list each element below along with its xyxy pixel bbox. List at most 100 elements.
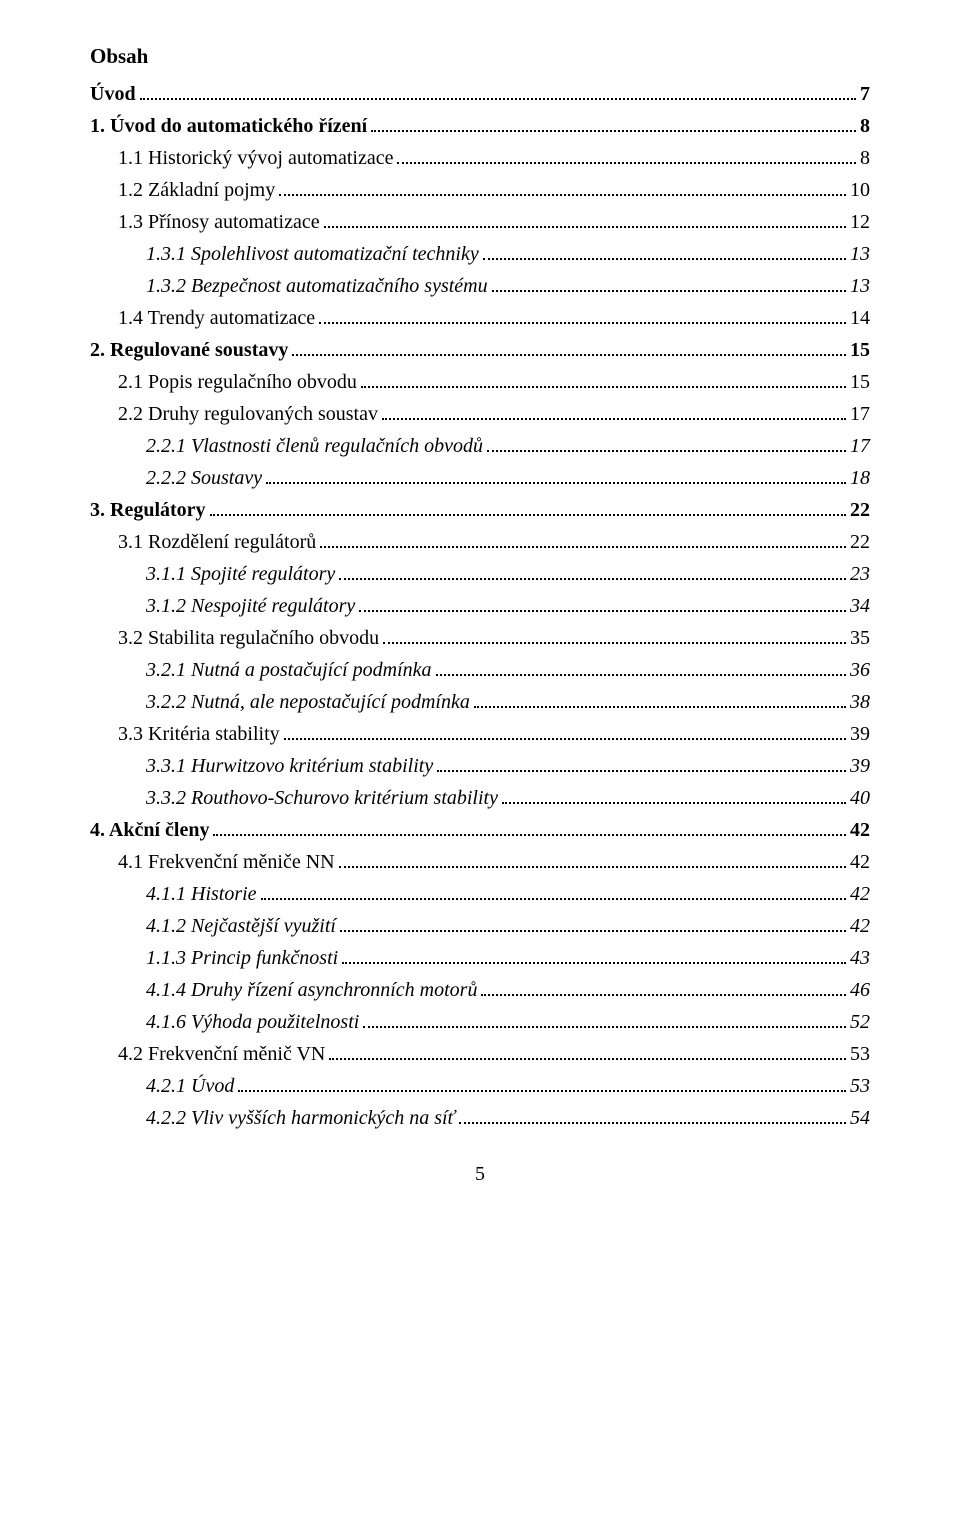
toc-entry-label: 4.1.4 Druhy řízení asynchronních motorů	[146, 974, 477, 1006]
toc-entry: 1. Úvod do automatického řízení 8	[90, 110, 870, 142]
toc-entry-page: 8	[860, 142, 870, 174]
toc-leader-dots	[279, 194, 846, 196]
toc-entry: 3.3.2 Routhovo-Schurovo kritérium stabil…	[90, 782, 870, 814]
toc-leader-dots	[363, 1026, 846, 1028]
toc-entry: 1.4 Trendy automatizace14	[90, 302, 870, 334]
toc-entry: 4.1 Frekvenční měniče NN 42	[90, 846, 870, 878]
toc-entry-label: 4.1.2 Nejčastější využití	[146, 910, 336, 942]
toc-entry-page: 35	[850, 622, 870, 654]
toc-entry-label: 3.2.1 Nutná a postačující podmínka	[146, 654, 432, 686]
toc-entry-page: 15	[850, 366, 870, 398]
toc-entry-label: 3.2.2 Nutná, ale nepostačující podmínka	[146, 686, 470, 718]
toc-entry-label: 1.4 Trendy automatizace	[118, 302, 315, 334]
toc-entry: 3. Regulátory22	[90, 494, 870, 526]
toc-entry-page: 52	[850, 1006, 870, 1038]
toc-entry-page: 10	[850, 174, 870, 206]
toc-leader-dots	[210, 514, 846, 516]
toc-leader-dots	[436, 674, 846, 676]
toc-leader-dots	[140, 98, 856, 100]
toc-entry-page: 36	[850, 654, 870, 686]
toc-entry: 3.2.2 Nutná, ale nepostačující podmínka 3…	[90, 686, 870, 718]
toc-entry-label: 4.2.2 Vliv vyšších harmonických na síť	[146, 1102, 455, 1134]
toc-leader-dots	[329, 1058, 846, 1060]
toc-entry: 2.2 Druhy regulovaných soustav17	[90, 398, 870, 430]
toc-entry: 1.1.3 Princip funkčnosti 43	[90, 942, 870, 974]
toc-leader-dots	[284, 738, 846, 740]
toc-entry: 1.3.1 Spolehlivost automatizační technik…	[90, 238, 870, 270]
toc-entry-label: 4. Akční členy	[90, 814, 209, 846]
toc-entry-label: 1.3.1 Spolehlivost automatizační technik…	[146, 238, 479, 270]
toc-leader-dots	[261, 898, 846, 900]
toc-leader-dots	[483, 258, 846, 260]
toc-entry: 3.2.1 Nutná a postačující podmínka 36	[90, 654, 870, 686]
toc-entry-page: 17	[850, 398, 870, 430]
toc-entry-page: 42	[850, 878, 870, 910]
toc-entry-page: 22	[850, 526, 870, 558]
toc-entry-label: 3.3 Kritéria stability	[118, 718, 280, 750]
toc-entry: 1.3 Přínosy automatizace12	[90, 206, 870, 238]
toc-entry-page: 39	[850, 718, 870, 750]
toc-entry-label: 2.2.2 Soustavy	[146, 462, 262, 494]
toc-entry: 4.1.1 Historie42	[90, 878, 870, 910]
toc-leader-dots	[266, 482, 846, 484]
toc-leader-dots	[361, 386, 846, 388]
toc-leader-dots	[238, 1090, 846, 1092]
toc-leader-dots	[492, 290, 846, 292]
toc-leader-dots	[397, 162, 856, 164]
toc-leader-dots	[474, 706, 846, 708]
toc-entry-label: 1.3.2 Bezpečnost automatizačního systému	[146, 270, 488, 302]
toc-title: Obsah	[90, 40, 870, 74]
toc-entry-label: Úvod	[90, 78, 136, 110]
toc-entry-label: 3.1.1 Spojité regulátory	[146, 558, 335, 590]
toc-entry-page: 42	[850, 846, 870, 878]
toc-entry: 3.1 Rozdělení regulátorů22	[90, 526, 870, 558]
toc-entry-label: 3.1.2 Nespojité regulátory	[146, 590, 355, 622]
toc-entry: 1.2 Základní pojmy10	[90, 174, 870, 206]
toc-entry: 3.3.1 Hurwitzovo kritérium stability39	[90, 750, 870, 782]
toc-entry-label: 4.2.1 Úvod	[146, 1070, 234, 1102]
toc-entry-page: 13	[850, 238, 870, 270]
toc-entry-page: 17	[850, 430, 870, 462]
toc-leader-dots	[320, 546, 846, 548]
toc-entry-page: 38	[850, 686, 870, 718]
toc-entry: 2. Regulované soustavy15	[90, 334, 870, 366]
toc-leader-dots	[339, 578, 846, 580]
toc-leader-dots	[437, 770, 846, 772]
toc-leader-dots	[292, 354, 846, 356]
toc-entry-page: 23	[850, 558, 870, 590]
toc-leader-dots	[324, 226, 846, 228]
toc-entry: 2.2.1 Vlastnosti členů regulačních obvod…	[90, 430, 870, 462]
toc-entry-label: 1. Úvod do automatického řízení	[90, 110, 367, 142]
toc-entry-page: 8	[860, 110, 870, 142]
toc-entry: 4.1.6 Výhoda použitelnosti 52	[90, 1006, 870, 1038]
toc-entry: 3.2 Stabilita regulačního obvodu35	[90, 622, 870, 654]
toc-leader-dots	[502, 802, 846, 804]
toc-entry-label: 4.2 Frekvenční měnič VN	[118, 1038, 325, 1070]
toc-leader-dots	[487, 450, 846, 452]
toc-entry-page: 13	[850, 270, 870, 302]
toc-entry: 1.1 Historický vývoj automatizace8	[90, 142, 870, 174]
toc-entry: 1.3.2 Bezpečnost automatizačního systému…	[90, 270, 870, 302]
toc-entry: 4.2 Frekvenční měnič VN 53	[90, 1038, 870, 1070]
toc-entry-page: 7	[860, 78, 870, 110]
toc-entry-page: 53	[850, 1038, 870, 1070]
toc-entry: 3.3 Kritéria stability 39	[90, 718, 870, 750]
toc-leader-dots	[339, 866, 846, 868]
toc-entry-page: 43	[850, 942, 870, 974]
toc-leader-dots	[213, 834, 846, 836]
toc-leader-dots	[481, 994, 846, 996]
toc-entry: 4. Akční členy42	[90, 814, 870, 846]
toc-entry-page: 42	[850, 910, 870, 942]
toc-leader-dots	[340, 930, 846, 932]
toc-entry: 4.1.4 Druhy řízení asynchronních motorů4…	[90, 974, 870, 1006]
toc-entry-page: 53	[850, 1070, 870, 1102]
toc-entry-page: 22	[850, 494, 870, 526]
toc-entry-page: 18	[850, 462, 870, 494]
toc-entry: 2.2.2 Soustavy 18	[90, 462, 870, 494]
toc-entry-label: 4.1 Frekvenční měniče NN	[118, 846, 335, 878]
toc-entry: 3.1.2 Nespojité regulátory34	[90, 590, 870, 622]
page-number: 5	[90, 1158, 870, 1190]
toc-entry-label: 1.1.3 Princip funkčnosti	[146, 942, 338, 974]
toc-entry-label: 4.1.6 Výhoda použitelnosti	[146, 1006, 359, 1038]
toc-entry-page: 40	[850, 782, 870, 814]
